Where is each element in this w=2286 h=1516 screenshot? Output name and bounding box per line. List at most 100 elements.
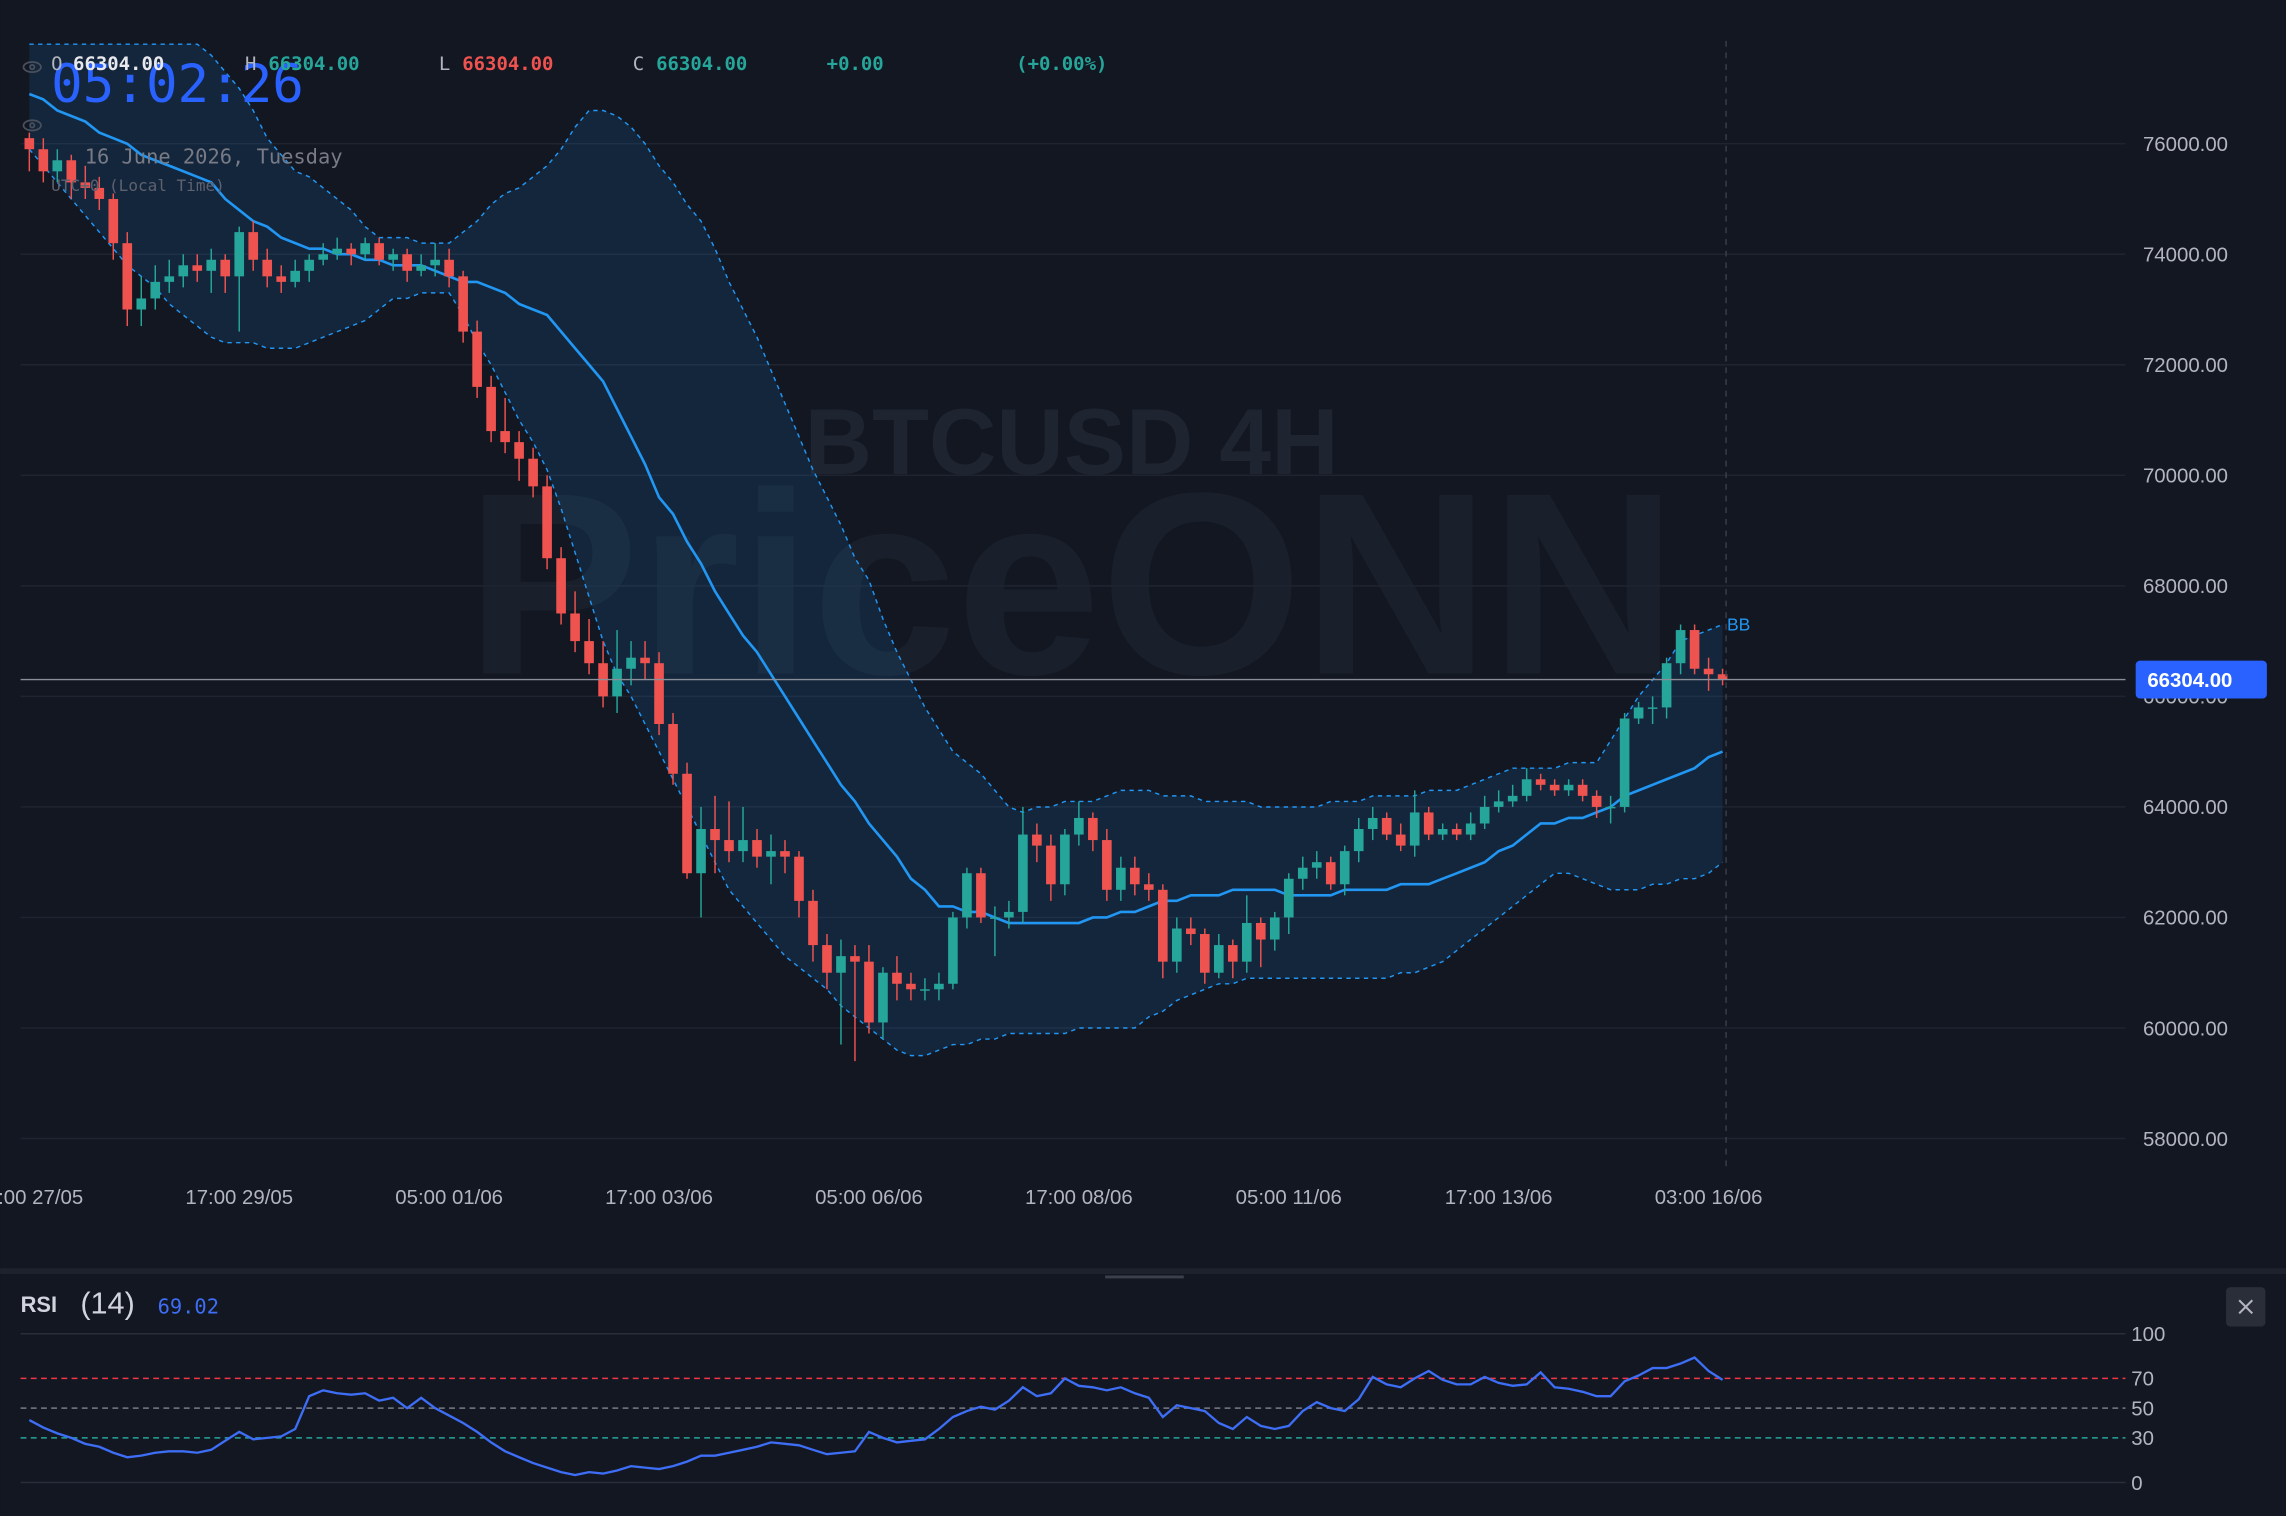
ohlc-key: H bbox=[245, 53, 256, 75]
x-tick-label: 05:00 06/06 bbox=[815, 1187, 923, 1209]
candle-body bbox=[696, 829, 706, 874]
candle-body bbox=[1647, 707, 1658, 709]
candle-body bbox=[24, 138, 35, 150]
candle-body bbox=[1633, 707, 1644, 719]
candle-body bbox=[612, 668, 622, 697]
candle-body bbox=[1437, 829, 1448, 835]
watermark-symbol: BTCUSD 4H bbox=[805, 390, 1339, 494]
candle-body bbox=[206, 259, 217, 271]
candle-body bbox=[374, 243, 384, 260]
candle-body bbox=[192, 265, 203, 271]
candle-body bbox=[1325, 862, 1336, 885]
candle-body bbox=[1717, 674, 1728, 680]
bb-upper bbox=[29, 43, 1723, 814]
candle-body bbox=[556, 558, 566, 614]
candle-body bbox=[416, 265, 426, 271]
candle-body bbox=[80, 182, 91, 188]
rsi-plot: 0 30 50 70 100 RSI (14) 69.02 bbox=[20, 1286, 2165, 1495]
candle-body bbox=[1255, 922, 1266, 940]
ohlc-value: 66304.00 bbox=[462, 53, 553, 75]
candle-body bbox=[444, 259, 454, 277]
candle-body bbox=[640, 657, 650, 664]
candle-body bbox=[220, 259, 231, 277]
candle-body bbox=[178, 265, 189, 277]
candle-body bbox=[1088, 817, 1098, 841]
candle-body bbox=[94, 187, 105, 199]
ohlc-key: C bbox=[633, 53, 644, 75]
y-tick-label: 74000.00 bbox=[2143, 245, 2228, 267]
rsi-line bbox=[28, 1356, 1724, 1477]
candle-body bbox=[962, 873, 972, 918]
candle-body bbox=[626, 657, 636, 669]
rsi-tick-label: 100 bbox=[2131, 1324, 2165, 1346]
candle-body bbox=[360, 243, 370, 255]
candle-body bbox=[1605, 806, 1616, 809]
candle-body bbox=[472, 331, 482, 387]
candle-body bbox=[52, 160, 63, 172]
close-button[interactable] bbox=[2226, 1287, 2266, 1327]
rsi-last-value: 69.02 bbox=[158, 1294, 219, 1318]
x-tick-label: 17:00 03/06 bbox=[605, 1187, 713, 1209]
candle-body bbox=[1046, 845, 1056, 885]
ohlc-value: 66304.00 bbox=[73, 53, 164, 75]
candle-body bbox=[990, 917, 1000, 919]
candle-body bbox=[654, 663, 664, 725]
candle-body bbox=[1563, 784, 1574, 791]
candle-body bbox=[976, 873, 986, 918]
candle-body bbox=[850, 956, 860, 962]
candle-body bbox=[248, 232, 259, 260]
candle-body bbox=[892, 972, 902, 984]
close-icon[interactable] bbox=[2238, 1299, 2254, 1315]
last-price-label: 66304.00 bbox=[2147, 670, 2232, 692]
ohlc-key: O bbox=[51, 53, 62, 75]
candle-body bbox=[1158, 889, 1168, 962]
candle-body bbox=[528, 458, 538, 487]
x-tick-label: 03:00 16/06 bbox=[1655, 1187, 1763, 1209]
candle-body bbox=[738, 840, 748, 852]
candle-body bbox=[1283, 878, 1294, 918]
change: +0.00 bbox=[827, 53, 884, 75]
candle-body bbox=[1130, 867, 1140, 885]
candle-body bbox=[1381, 817, 1392, 835]
candle-body bbox=[500, 431, 510, 443]
candle-body bbox=[290, 270, 301, 282]
rsi-tick-label: 70 bbox=[2131, 1369, 2154, 1391]
price-plot: 58000.0060000.0062000.0064000.0066000.00… bbox=[0, 43, 2267, 1209]
candle-body bbox=[1535, 779, 1546, 785]
candle-body bbox=[1241, 922, 1252, 962]
pane-separator bbox=[0, 1268, 2286, 1275]
candle-body bbox=[864, 961, 874, 1023]
x-tick-label: 17:00 08/06 bbox=[1025, 1187, 1133, 1209]
bb-lower bbox=[28, 148, 1724, 1057]
bb-label: BB bbox=[1727, 614, 1750, 634]
candle-body bbox=[766, 851, 776, 857]
candle-body bbox=[808, 900, 818, 946]
candle-body bbox=[122, 243, 133, 310]
candle-body bbox=[878, 972, 888, 1023]
candle-body bbox=[1493, 801, 1504, 807]
candle-body bbox=[1116, 867, 1126, 890]
candle-body bbox=[710, 829, 720, 841]
legend-header: 05:02:26 16 June 2026, Tuesday UTC+0 (Lo… bbox=[22, 53, 1107, 195]
candle-body bbox=[1339, 851, 1350, 885]
candle-body bbox=[584, 641, 594, 664]
candle-body bbox=[948, 917, 958, 984]
candle-body bbox=[1689, 630, 1700, 669]
ohlc-value: 66304.00 bbox=[656, 53, 747, 75]
timezone: UTC+0 (Local Time) bbox=[51, 176, 225, 195]
candle-body bbox=[1479, 806, 1490, 824]
candle-body bbox=[1675, 630, 1686, 664]
candle-body bbox=[332, 248, 342, 255]
candle-body bbox=[682, 773, 692, 874]
y-tick-label: 72000.00 bbox=[2143, 355, 2228, 377]
y-tick-label: 60000.00 bbox=[2143, 1018, 2228, 1040]
rsi-tick-label: 50 bbox=[2131, 1398, 2154, 1420]
candle-body bbox=[1227, 945, 1238, 962]
eye-icon[interactable] bbox=[22, 61, 42, 132]
candle-body bbox=[108, 198, 119, 244]
candle-body bbox=[1521, 779, 1532, 796]
candle-body bbox=[276, 276, 287, 282]
candle-body bbox=[1102, 840, 1112, 890]
y-tick-label: 64000.00 bbox=[2143, 797, 2228, 819]
y-tick-label: 76000.00 bbox=[2143, 134, 2228, 156]
